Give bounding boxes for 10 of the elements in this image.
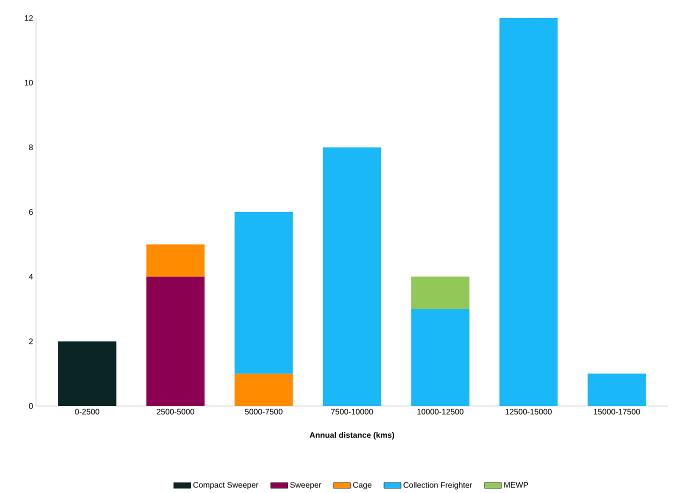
- bar: [411, 309, 470, 406]
- bar: [146, 276, 205, 406]
- bar: [411, 276, 470, 309]
- bar: [588, 374, 646, 406]
- bar: [146, 244, 205, 277]
- bar: [234, 374, 293, 406]
- bar: [234, 212, 293, 374]
- bar: [322, 147, 382, 406]
- bar: [499, 18, 558, 406]
- bar: [58, 341, 116, 406]
